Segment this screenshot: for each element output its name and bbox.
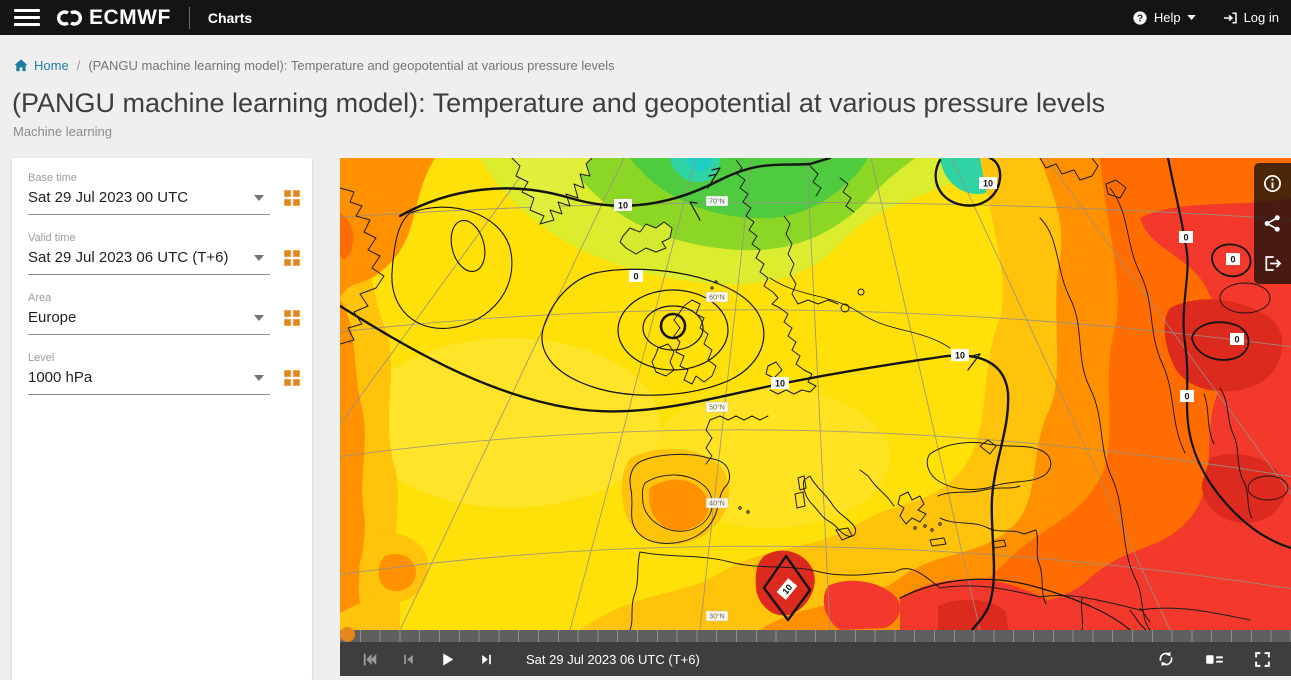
graticule-label: 60°N <box>709 294 725 302</box>
info-button[interactable] <box>1263 174 1282 193</box>
fullscreen-button[interactable] <box>1249 646 1275 672</box>
timeline-slider[interactable] <box>340 627 1291 642</box>
contour-label: 10 <box>780 582 794 596</box>
base-time-select[interactable]: Base time Sat 29 Jul 2023 00 UTC <box>28 172 270 215</box>
breadcrumb-home-link[interactable]: Home <box>14 58 69 73</box>
contour-label: 10 <box>955 351 965 361</box>
field-base-time: Base time Sat 29 Jul 2023 00 UTC <box>28 172 302 215</box>
skip-start-button[interactable] <box>356 646 382 672</box>
field-area: Area Europe <box>28 292 302 335</box>
graticule-label: 70°N <box>709 198 725 206</box>
skip-start-icon <box>363 653 376 665</box>
step-forward-button[interactable] <box>473 646 499 672</box>
grid-icon <box>284 250 300 266</box>
export-button[interactable] <box>1263 254 1282 273</box>
play-icon <box>442 652 453 666</box>
player-time-label: Sat 29 Jul 2023 06 UTC (T+6) <box>526 651 700 667</box>
valid-time-select[interactable]: Valid time Sat 29 Jul 2023 06 UTC (T+6) <box>28 232 270 275</box>
player-bar: Sat 29 Jul 2023 06 UTC (T+6) <box>340 642 1291 676</box>
contour-label: 0 <box>1183 233 1188 243</box>
app-title[interactable]: Charts <box>207 9 253 26</box>
svg-text:?: ? <box>1137 13 1143 24</box>
controls-panel: Base time Sat 29 Jul 2023 00 UTC Valid t… <box>12 158 312 680</box>
field-label: Valid time <box>28 232 76 244</box>
legend-toggle-icon <box>1205 654 1223 664</box>
step-back-icon <box>403 654 413 664</box>
field-value: 1000 hPa <box>28 369 93 386</box>
level-select[interactable]: Level 1000 hPa <box>28 352 270 395</box>
contour-label: 0 <box>633 272 638 282</box>
top-bar: ECMWF Charts ? Help Log i <box>0 0 1291 35</box>
share-icon <box>1264 215 1280 232</box>
timeline-handle[interactable] <box>340 627 355 642</box>
menu-button[interactable] <box>12 6 42 30</box>
ecmwf-logo[interactable]: ECMWF <box>56 5 171 31</box>
map-side-toolbar <box>1254 163 1291 284</box>
contour-label: 0 <box>1234 335 1239 345</box>
help-circle-icon: ? <box>1133 10 1147 25</box>
chevron-down-icon <box>254 194 264 201</box>
field-label: Base time <box>28 172 77 184</box>
grid-icon <box>284 370 300 386</box>
grid-icon <box>284 190 300 206</box>
ecmwf-logo-icon <box>57 9 82 26</box>
chevron-down-icon <box>254 374 264 381</box>
help-menu[interactable]: ? Help <box>1132 10 1196 26</box>
breadcrumb-home-label: Home <box>34 58 69 73</box>
step-forward-icon <box>481 654 491 664</box>
breadcrumb: Home / (PANGU machine learning model): T… <box>14 58 615 73</box>
weather-map[interactable]: 70°N 60°N 50°N 40°N 30°N 10 0 10 10 10 0… <box>340 158 1291 630</box>
contour-labels: 10 0 10 10 10 0 0 0 0 10 <box>614 177 1244 600</box>
login-icon <box>1223 11 1237 24</box>
breadcrumb-current: (PANGU machine learning model): Temperat… <box>88 58 615 73</box>
chevron-down-icon <box>254 254 264 261</box>
field-label: Area <box>28 292 52 304</box>
chevron-down-icon <box>1186 15 1196 20</box>
graticule-label: 40°N <box>709 500 725 508</box>
step-back-button[interactable] <box>395 646 421 672</box>
contour-label: 10 <box>775 379 785 389</box>
area-select[interactable]: Area Europe <box>28 292 270 335</box>
share-button[interactable] <box>1263 214 1282 233</box>
field-value: Sat 29 Jul 2023 00 UTC <box>28 189 189 206</box>
base-time-grid-button[interactable] <box>282 188 302 208</box>
export-icon <box>1265 256 1282 271</box>
chart-area: 70°N 60°N 50°N 40°N 30°N 10 0 10 10 10 0… <box>340 158 1291 680</box>
loop-icon <box>1159 651 1173 667</box>
loop-button[interactable] <box>1153 646 1179 672</box>
area-grid-button[interactable] <box>282 308 302 328</box>
field-valid-time: Valid time Sat 29 Jul 2023 06 UTC (T+6) <box>28 232 302 275</box>
grid-icon <box>284 310 300 326</box>
play-button[interactable] <box>434 646 460 672</box>
legend-toggle-button[interactable] <box>1201 646 1227 672</box>
player-right-controls <box>1153 646 1275 672</box>
login-label: Log in <box>1243 10 1279 25</box>
fullscreen-icon <box>1254 651 1270 667</box>
field-level: Level 1000 hPa <box>28 352 302 395</box>
contour-label: 0 <box>1230 255 1235 265</box>
divider <box>188 6 190 29</box>
field-value: Sat 29 Jul 2023 06 UTC (T+6) <box>28 249 229 266</box>
field-label: Level <box>28 352 55 364</box>
graticule-label: 30°N <box>709 613 725 621</box>
page-subtitle: Machine learning <box>13 124 113 139</box>
graticule-labels: 70°N 60°N 50°N 40°N 30°N <box>705 195 729 622</box>
field-value: Europe <box>28 309 77 326</box>
chevron-down-icon <box>254 314 264 321</box>
contour-label: 10 <box>983 179 993 189</box>
login-button[interactable]: Log in <box>1222 10 1279 26</box>
contour-label: 10 <box>618 201 628 211</box>
help-label: Help <box>1153 10 1181 25</box>
brand-text: ECMWF <box>89 5 171 29</box>
valid-time-grid-button[interactable] <box>282 248 302 268</box>
info-icon <box>1264 175 1281 192</box>
home-icon <box>14 59 28 72</box>
page-title: (PANGU machine learning model): Temperat… <box>12 88 1106 118</box>
level-grid-button[interactable] <box>282 368 302 388</box>
graticule-label: 50°N <box>709 404 725 412</box>
weather-map-svg: 70°N 60°N 50°N 40°N 30°N 10 0 10 10 10 0… <box>340 158 1291 630</box>
contour-label: 0 <box>1184 392 1189 402</box>
breadcrumb-separator: / <box>76 58 81 73</box>
